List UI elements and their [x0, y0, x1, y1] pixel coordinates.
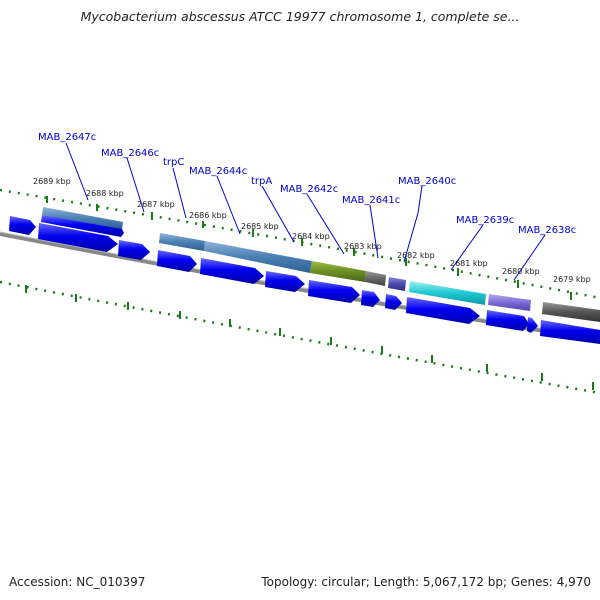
feature-block [388, 277, 406, 291]
gene-arrow [406, 297, 480, 324]
feature-block [488, 294, 531, 311]
gene-label: MAB_2647c [38, 132, 96, 143]
feature-track [42, 207, 600, 322]
gene-label: MAB_2641c [342, 195, 400, 206]
gene-arrow [540, 320, 600, 344]
tick-label: 2682 kbp [397, 251, 435, 260]
tick-label: 2680 kbp [502, 267, 540, 276]
feature-block [310, 261, 366, 282]
tick-label: 2685 kbp [241, 222, 279, 231]
gene-label: MAB_2644c [189, 166, 247, 177]
inner-ruler-major-ticks [25, 285, 594, 390]
gene-arrow [308, 280, 360, 303]
map-title: Mycobacterium abscessus ATCC 19977 chrom… [80, 9, 520, 24]
tick-label: 2688 kbp [86, 189, 124, 198]
gene-labels: MAB_2647c MAB_2646c trpC MAB_2644c trpA … [38, 132, 576, 236]
tick-label: 2684 kbp [292, 232, 330, 241]
gene-arrow [41, 215, 124, 237]
tick-label: 2683 kbp [344, 242, 382, 251]
feature-block [409, 281, 486, 305]
feature-block [365, 271, 386, 286]
feature-block [204, 241, 312, 273]
feature-block [542, 302, 600, 322]
tick-label: 2681 kbp [450, 259, 488, 268]
gene-label: trpC [163, 157, 184, 168]
tick-label: 2687 kbp [137, 200, 175, 209]
gene-arrows [9, 216, 600, 344]
gene-label: MAB_2639c [456, 215, 514, 226]
feature-block [159, 233, 205, 251]
gene-label: MAB_2646c [101, 148, 159, 159]
tick-label: 2686 kbp [189, 211, 227, 220]
genome-summary-text: Topology: circular; Length: 5,067,172 bp… [261, 575, 591, 589]
gene-arrow [486, 310, 529, 331]
gene-arrow [265, 271, 305, 292]
tick-labels: 2689 kbp 2688 kbp 2687 kbp 2686 kbp 2685… [33, 177, 591, 284]
label-leaders [65, 142, 546, 281]
gene-label: MAB_2638c [518, 225, 576, 236]
tick-label: 2679 kbp [553, 275, 591, 284]
gene-label: trpA [251, 176, 272, 187]
gene-arrow [527, 317, 538, 333]
outer-ruler-major-ticks [46, 196, 572, 300]
gene-arrows-upper [41, 215, 124, 237]
gene-arrow [38, 223, 118, 252]
feature-block [42, 207, 123, 230]
tick-label: 2689 kbp [33, 177, 71, 186]
gene-arrow [9, 216, 36, 235]
gene-arrow [361, 290, 380, 307]
gene-label: MAB_2640c [398, 176, 456, 187]
gene-arrow [118, 240, 150, 260]
gene-label: MAB_2642c [280, 184, 338, 195]
accession-text: Accession: NC_010397 [9, 575, 146, 589]
gene-arrow [157, 250, 197, 272]
gene-arrow [200, 258, 264, 284]
gene-arrow [385, 294, 402, 310]
